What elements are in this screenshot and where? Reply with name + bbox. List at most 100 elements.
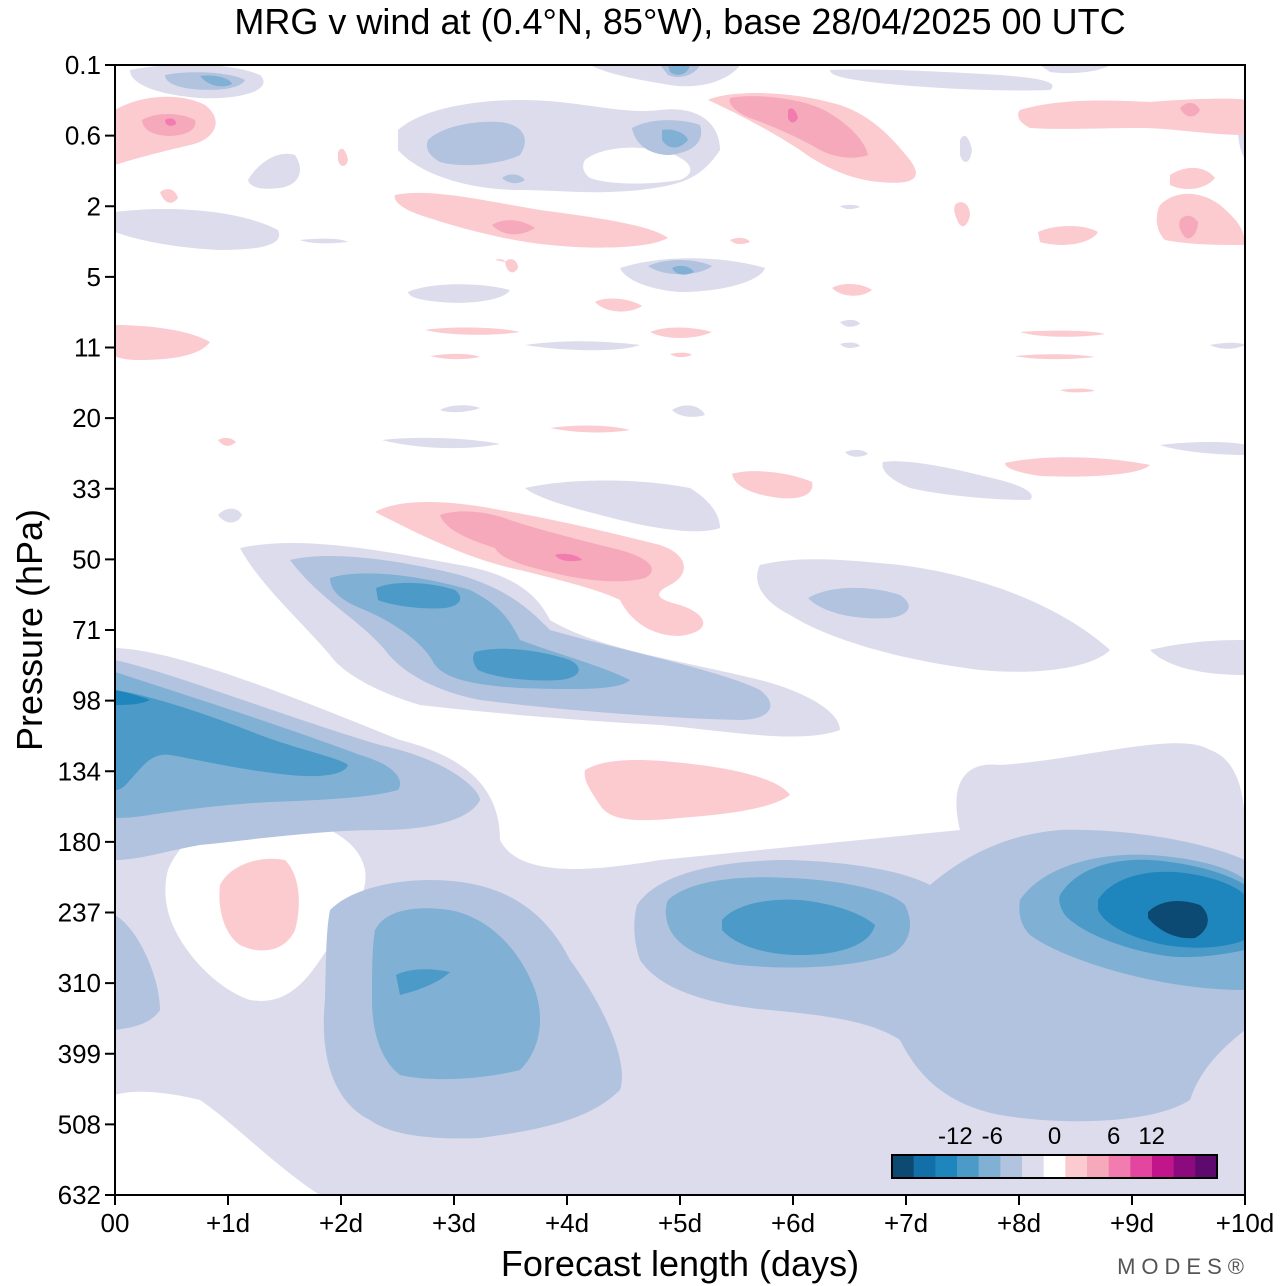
y-ticks: 0.1 0.6 2 5 11 20 33 50 71 98 134 180 237 310 399 508 63… bbox=[58, 50, 115, 1210]
y-tick-label: 2 bbox=[87, 191, 101, 221]
y-tick-label: 310 bbox=[58, 968, 101, 998]
axes: 0.1 0.6 2 5 11 20 33 50 71 98 134 180 237 310 399 508 63… bbox=[58, 50, 1275, 1238]
colorbar-swatch bbox=[935, 1155, 958, 1178]
contour-neg1-wisp16 bbox=[1210, 342, 1245, 349]
colorbar-tick-label: -12 bbox=[938, 1123, 973, 1150]
colorbar-swatch bbox=[1108, 1155, 1131, 1178]
contour-pos1-right-upper bbox=[1018, 98, 1245, 135]
contour-pos1-wisp4 bbox=[595, 298, 642, 312]
contour-pos2-strat bbox=[440, 511, 652, 582]
contour-neg2-top-middle bbox=[426, 121, 525, 166]
y-axis-title: Pressure (hPa) bbox=[9, 509, 50, 751]
y-tick-label: 508 bbox=[58, 1109, 101, 1139]
contour-neg3-top-strip bbox=[668, 65, 690, 75]
colorbar-swatch bbox=[913, 1155, 936, 1178]
contour-neg3-top-left bbox=[200, 75, 232, 87]
contour-pos1-wisp10 bbox=[218, 437, 236, 446]
x-tick-label: 00 bbox=[101, 1208, 130, 1238]
contour-neg1-wisp15 bbox=[840, 342, 860, 349]
contour-pos1-left-mid bbox=[115, 325, 210, 360]
colorbar-swatch bbox=[1000, 1155, 1023, 1178]
y-tick-label: 50 bbox=[72, 544, 101, 574]
contour-pos1-day2-4 bbox=[394, 192, 668, 248]
contour-neg4-east-day6 bbox=[722, 899, 875, 955]
contour-neg1-top-east2 bbox=[1040, 65, 1110, 74]
contour-field bbox=[115, 65, 1245, 1195]
contour-pos2-right-2hpa bbox=[1179, 215, 1198, 239]
contour-pos1-wisp5 bbox=[425, 327, 520, 335]
contour-neg1-wisp11 bbox=[300, 238, 348, 244]
y-tick-label: 33 bbox=[72, 474, 101, 504]
colorbar-tick-label: 6 bbox=[1107, 1123, 1120, 1150]
contour-neg4-early-band bbox=[115, 690, 348, 790]
contour-pos1-wisp15 bbox=[1015, 354, 1095, 360]
colorbar-swatch bbox=[1173, 1155, 1196, 1178]
colorbar-swatch bbox=[1195, 1155, 1218, 1178]
colorbar-frame bbox=[891, 1154, 1218, 1179]
chart-title: MRG v wind at (0.4°N, 85°W), base 28/04/… bbox=[234, 1, 1125, 42]
contour-neg1-wisp13 bbox=[1238, 129, 1245, 160]
contour-pos1-wisp1 bbox=[160, 189, 178, 203]
x-tick-label: +3d bbox=[432, 1208, 476, 1238]
contour-neg1-wisp6 bbox=[382, 437, 500, 449]
contour-pos1-mid-33 bbox=[732, 471, 813, 499]
colorbar-swatch bbox=[892, 1155, 915, 1178]
contour-neg1-east-pocket bbox=[1150, 640, 1245, 675]
contour-pos1-wisp2 bbox=[338, 148, 348, 166]
contour-neg4-descending-a bbox=[376, 582, 461, 609]
x-tick-label: +1d bbox=[206, 1208, 250, 1238]
contour-pos1-wisp7 bbox=[430, 353, 480, 360]
colorbar-swatch bbox=[957, 1155, 980, 1178]
contour-neg1-left-strip bbox=[115, 209, 280, 250]
colorbar-tick-label: -6 bbox=[982, 1123, 1003, 1150]
x-tick-label: +2d bbox=[319, 1208, 363, 1238]
contour-pos1-right-2hpa bbox=[1156, 193, 1245, 245]
contour-neg1-wisp12 bbox=[960, 135, 972, 162]
colorbar-swatch bbox=[1022, 1155, 1045, 1178]
x-tick-label: +8d bbox=[997, 1208, 1041, 1238]
contour-neg4-mid-lower bbox=[396, 969, 450, 995]
y-tick-label: 20 bbox=[72, 403, 101, 433]
colorbar-swatch bbox=[978, 1155, 1001, 1178]
contour-pos1-wisp13 bbox=[730, 237, 750, 245]
colorbar-swatch bbox=[1065, 1155, 1088, 1178]
colorbar-labels: -12 -6 0 6 12 bbox=[938, 1123, 1165, 1150]
y-tick-label: 0.1 bbox=[65, 50, 101, 80]
colorbar-swatches bbox=[892, 1155, 1218, 1178]
contour-neg1-wisp14 bbox=[840, 319, 860, 327]
contour-pos1-low-west bbox=[219, 858, 299, 951]
y-tick-label: 98 bbox=[72, 686, 101, 716]
contour-pos1-right-dots bbox=[1170, 167, 1215, 190]
contour-pos2-day3 bbox=[492, 220, 535, 235]
contour-neg1-wisp5 bbox=[672, 405, 705, 417]
contour-neg1-wisp17 bbox=[840, 204, 860, 210]
x-tick-label: +6d bbox=[771, 1208, 815, 1238]
contour-neg1-wisp1 bbox=[408, 284, 510, 303]
contour-pos1-wisp17 bbox=[495, 259, 505, 262]
contour-pos3-strat bbox=[555, 553, 582, 562]
y-tick-label: 632 bbox=[58, 1180, 101, 1210]
contour-neg2-east-upper bbox=[808, 587, 909, 619]
contour-pos1-wisp16 bbox=[1060, 388, 1095, 393]
contour-neg1-wisp4 bbox=[440, 405, 480, 413]
contour-neg3-top-east bbox=[662, 129, 688, 148]
contour-hole-top-middle bbox=[583, 147, 691, 184]
colorbar-tick-label: 0 bbox=[1048, 1123, 1061, 1150]
contour-neg1-wisp7 bbox=[525, 480, 720, 532]
y-tick-label: 180 bbox=[58, 827, 101, 857]
contour-neg1-wisp8 bbox=[882, 461, 1032, 500]
contour-neg5-early bbox=[115, 690, 150, 705]
contour-pos3-upper-east bbox=[788, 108, 798, 123]
contour-neg4-descending-b bbox=[473, 648, 579, 681]
colorbar: -12 -6 0 6 12 bbox=[891, 1123, 1218, 1179]
colorbar-swatch bbox=[1087, 1155, 1110, 1178]
contour-pos1-wisp8 bbox=[670, 352, 692, 358]
contour-neg1-top-strip bbox=[590, 65, 740, 87]
contour-neg6-east-day9 bbox=[1148, 900, 1208, 939]
contour-neg3-wisp bbox=[672, 265, 694, 275]
colorbar-tick-label: 12 bbox=[1138, 1123, 1165, 1150]
contour-neg2-left-lower bbox=[115, 915, 160, 1030]
contour-neg1-east-upper bbox=[757, 559, 1110, 672]
y-tick-label: 5 bbox=[87, 262, 101, 292]
